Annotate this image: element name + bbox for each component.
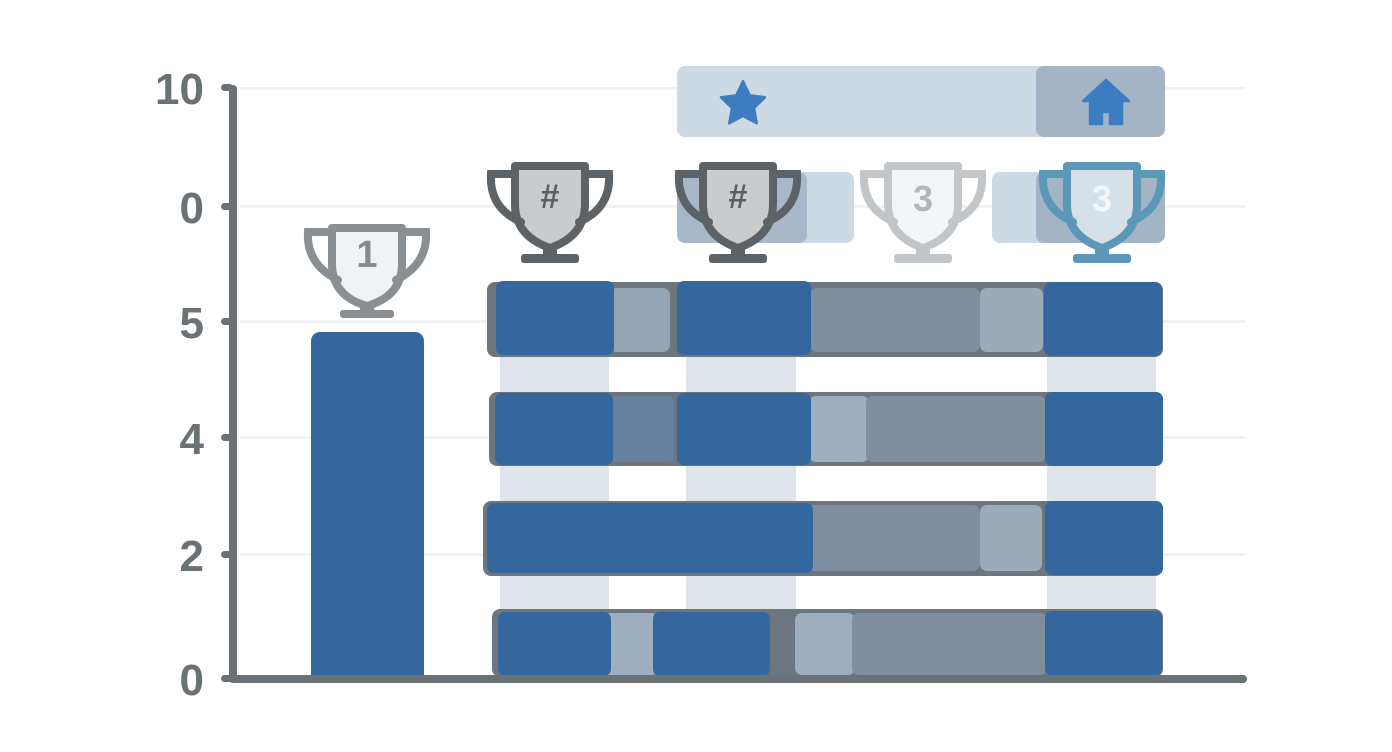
y-tick-mark: [221, 551, 233, 558]
y-tick-mark: [221, 203, 233, 210]
y-tick-label-0: 0: [179, 656, 204, 705]
trophy-icon-rank-3-blue: 3: [1037, 160, 1167, 266]
segment: [1045, 501, 1163, 575]
y-tick-mark: [221, 84, 233, 91]
segment: [677, 281, 811, 355]
y-tick-label-2: 2: [179, 532, 204, 581]
stacked-row-2[interactable]: [489, 392, 1163, 466]
trophy-label: 3: [1091, 178, 1113, 219]
trophy-label: 1: [356, 234, 378, 276]
bar-rank-1[interactable]: [311, 332, 424, 677]
segment: [495, 393, 613, 465]
segment: [1045, 392, 1163, 466]
trophy-label: 3: [912, 178, 934, 219]
segment: [795, 613, 855, 675]
y-tick-mark: [221, 675, 233, 682]
y-tick-mark: [221, 318, 233, 325]
stacked-row-3[interactable]: [483, 501, 1163, 576]
stacked-row-4[interactable]: [492, 609, 1163, 677]
y-tick-label-5: 5: [179, 299, 204, 348]
trophy-icon-rank-3-light: 3: [858, 160, 988, 266]
trophy-label: #: [728, 178, 748, 216]
segment: [610, 288, 670, 352]
y-axis: [229, 85, 237, 683]
segment: [808, 505, 980, 571]
segment: [498, 612, 611, 676]
y-tick-label-4: 4: [179, 415, 204, 464]
segment: [487, 503, 813, 573]
trophy-icon-hash-2: #: [673, 160, 803, 266]
home-icon: [1080, 76, 1132, 131]
trophy-icon-rank-1: 1: [302, 214, 432, 320]
segment: [653, 612, 770, 676]
segment: [677, 393, 811, 465]
segment: [980, 288, 1043, 352]
segment: [810, 288, 980, 352]
segment: [1044, 282, 1162, 356]
segment: [1045, 611, 1162, 676]
segment: [866, 396, 1046, 462]
segment: [809, 396, 869, 462]
star-icon: [716, 78, 770, 133]
x-axis: [229, 675, 1247, 683]
segment: [852, 613, 1047, 675]
y-tick-label-0-upper: 0: [179, 184, 204, 233]
segment: [496, 281, 614, 355]
trophy-label: #: [540, 178, 560, 216]
trophy-icon-hash-1: #: [485, 160, 615, 266]
y-tick-mark: [221, 434, 233, 441]
stacked-row-1[interactable]: [487, 281, 1163, 357]
segment: [609, 396, 674, 462]
y-tick-label-10: 10: [155, 65, 204, 114]
segment: [980, 505, 1042, 571]
